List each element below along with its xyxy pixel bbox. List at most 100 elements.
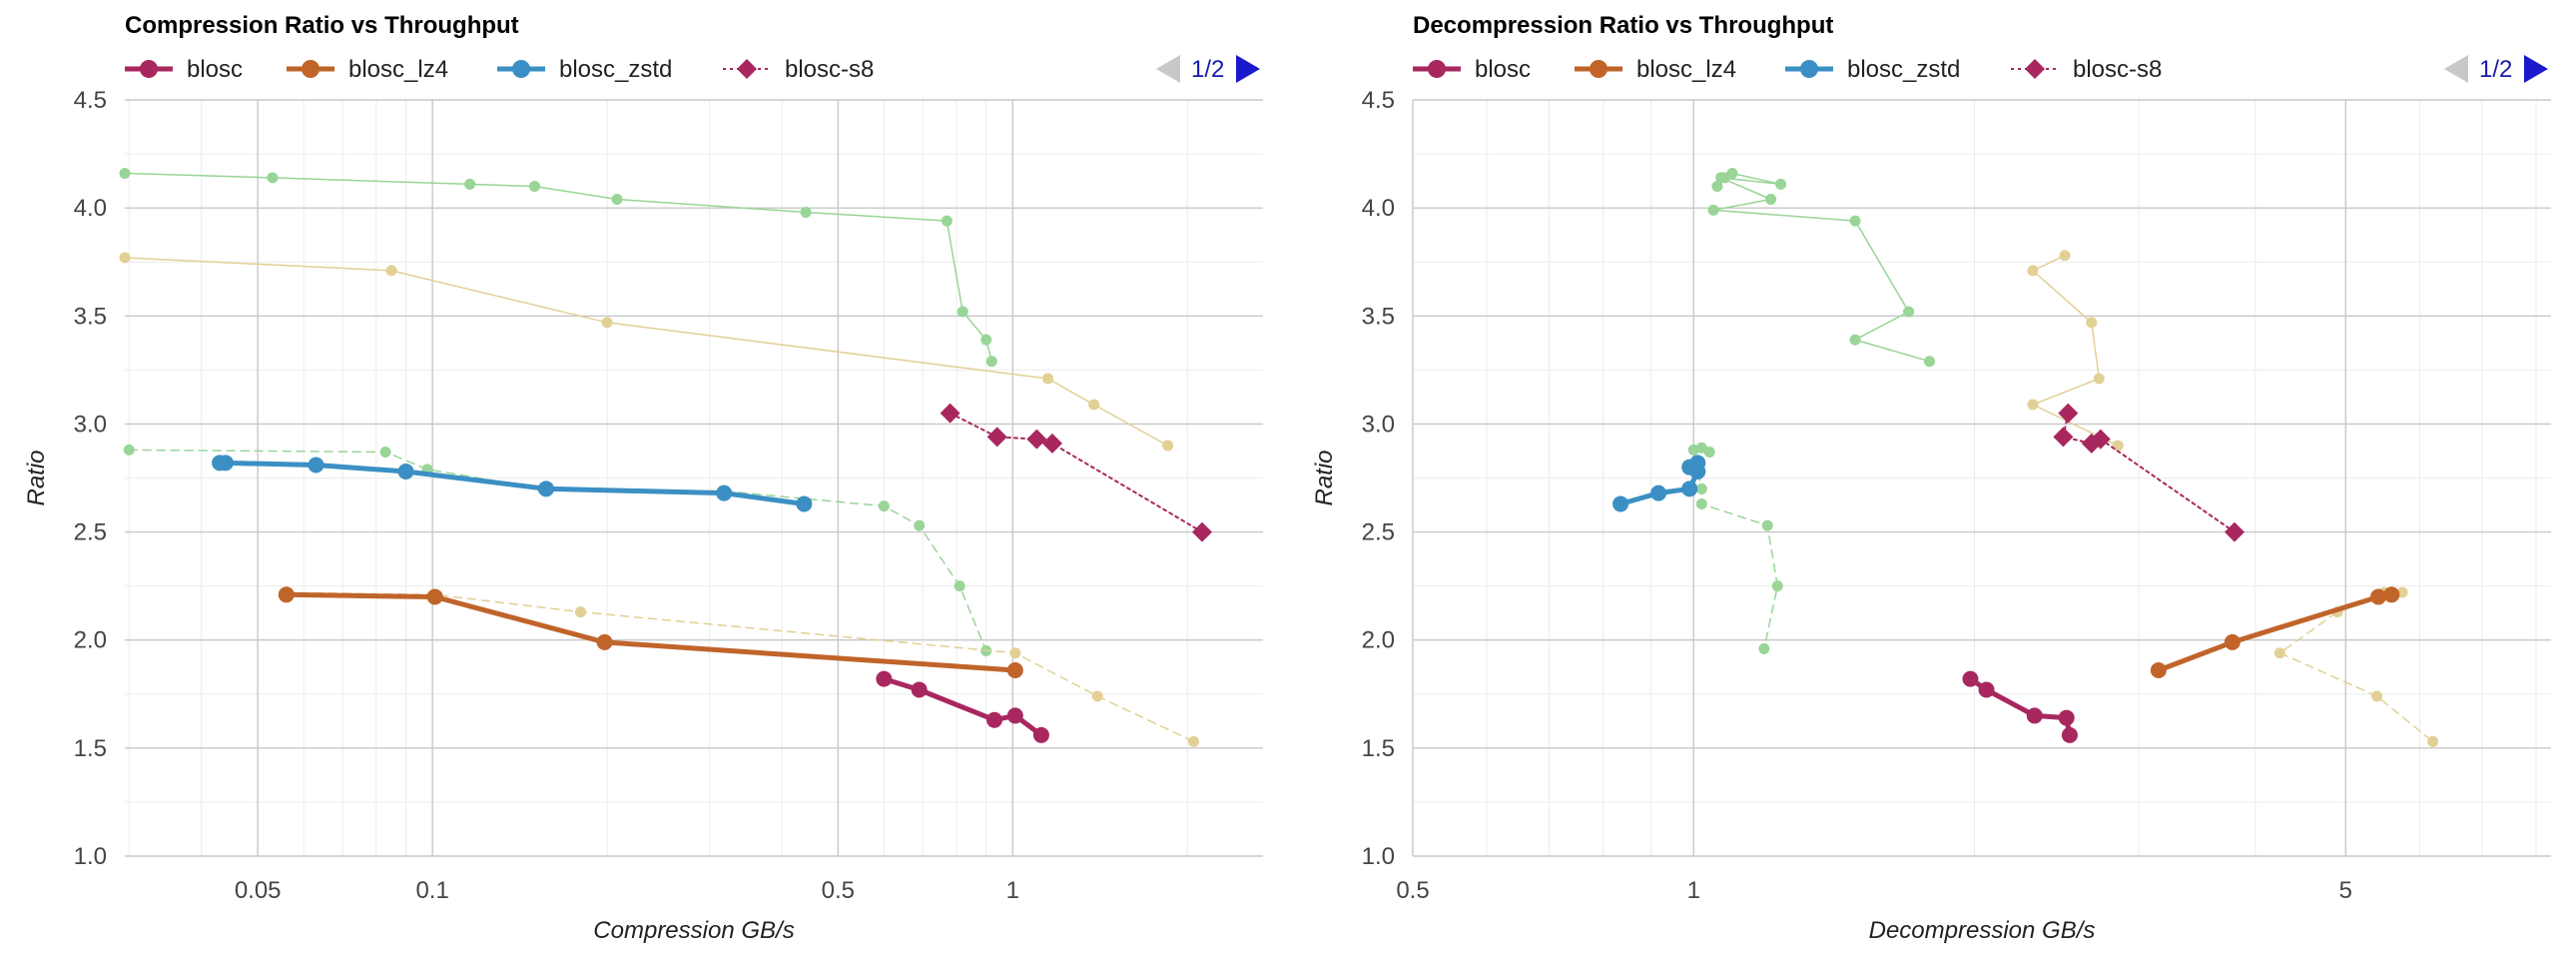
legend-swatch-marker [2025,59,2045,79]
y-tick-label: 3.5 [1362,303,1395,330]
data-point [1715,172,1727,184]
series-line [2156,591,2394,673]
legend-swatch-marker [302,60,320,78]
decompression-chart-panel: 1.0 1.5 2.0 2.5 3.0 3.5 4.0 4.5 0.5 1 5 Decompressi… [1288,0,2576,965]
prev-page-icon[interactable] [1156,55,1180,83]
data-point [119,252,131,264]
data-point [1978,681,1995,698]
y-tick-label: 2.0 [1362,627,1395,654]
data-point [1711,181,1723,193]
legend-swatch-marker [140,60,158,78]
legend-swatch-marker [1590,60,1608,78]
data-point [2058,403,2079,424]
data-point [914,519,926,531]
data-point [1849,334,1861,346]
data-point [1091,690,1103,702]
x-tick-label: 0.1 [415,877,448,904]
data-point [1758,642,1770,654]
x-tick-label: 5 [2339,877,2352,904]
series-line [1712,172,1931,363]
y-tick-label: 2.5 [74,519,107,546]
legend-label: blosc_lz4 [348,56,448,83]
legend: blosc blosc_lz4 blosc_zstd blosc-s8 [125,56,874,83]
series-line [949,412,1203,533]
next-page-icon[interactable] [1236,55,1260,83]
data-point [1009,647,1021,659]
data-point [940,403,961,424]
data-point [2059,250,2071,262]
y-tick-label: 3.0 [1362,411,1395,438]
data-point [596,633,613,650]
legend-item: blosc-s8 [723,56,874,83]
chart-title: Decompression Ratio vs Throughput [1413,12,1834,39]
y-tick-label: 2.5 [1362,519,1395,546]
y-tick-label: 4.5 [1362,87,1395,114]
data-point [1726,168,1738,180]
data-point [986,427,1007,448]
legend-pager: 1/2 [1156,55,1260,83]
data-point [980,334,992,346]
data-point [1849,215,1861,227]
data-point [1187,735,1199,747]
data-point [2427,735,2439,747]
data-point [2086,317,2098,329]
legend-swatch-marker [1800,60,1818,78]
y-tick-label: 4.0 [74,195,107,222]
data-point [1695,482,1707,494]
legend-page-indicator: 1/2 [2479,56,2512,83]
y-axis-title: Ratio [1311,450,1338,505]
data-point [2273,647,2285,659]
legend-item: blosc_lz4 [287,56,448,83]
x-axis-title: Compression GB/s [593,917,794,944]
data-point [1962,670,1979,687]
series-blosc_lz4 [278,586,1023,678]
prev-page-icon[interactable] [2444,55,2468,83]
data-point [267,172,279,184]
y-tick-label: 1.5 [1362,735,1395,762]
data-point [2224,521,2245,542]
data-point [2027,265,2039,277]
series-line [128,449,987,652]
legend-label: blosc_zstd [1847,56,1960,83]
legend-item: blosc-s8 [2011,56,2162,83]
data-point [1650,484,1667,501]
data-point [2026,707,2043,724]
legend-label: blosc_zstd [559,56,672,83]
data-point [1162,440,1174,452]
data-point [800,206,812,218]
data-point [716,484,733,501]
data-point [2224,633,2241,650]
data-point [2090,429,2111,450]
series-blosc_zstd [212,455,813,512]
y-tick-label: 4.5 [74,87,107,114]
data-point [1924,356,1936,368]
x-tick-label: 0.05 [235,877,282,904]
data-point [911,681,928,698]
data-point [397,464,414,481]
series-blosc [1962,670,2078,743]
data-point [985,711,1002,728]
series-line [286,591,1195,743]
data-point [1695,497,1707,509]
legend-label: blosc-s8 [2073,56,2162,83]
data-point [2027,399,2039,411]
legend-swatch-marker [512,60,530,78]
data-point [119,168,131,180]
chart-title: Compression Ratio vs Throughput [125,12,519,39]
data-point [2383,586,2400,603]
y-tick-label: 1.0 [1362,843,1395,870]
legend-item: blosc_zstd [1785,56,1960,83]
next-page-icon[interactable] [2524,55,2548,83]
data-point [1765,193,1777,205]
series-line [2032,254,2119,447]
x-tick-label: 0.5 [1396,877,1429,904]
data-point [1026,429,1047,450]
series-line [284,591,1018,673]
data-point [1771,580,1783,592]
legend-label: blosc [187,56,243,83]
data-point [2112,440,2124,452]
legend-page-indicator: 1/2 [1191,56,1224,83]
series-line [881,676,1044,738]
data-point [1006,707,1023,724]
series-blosc-s8 [2053,403,2245,542]
